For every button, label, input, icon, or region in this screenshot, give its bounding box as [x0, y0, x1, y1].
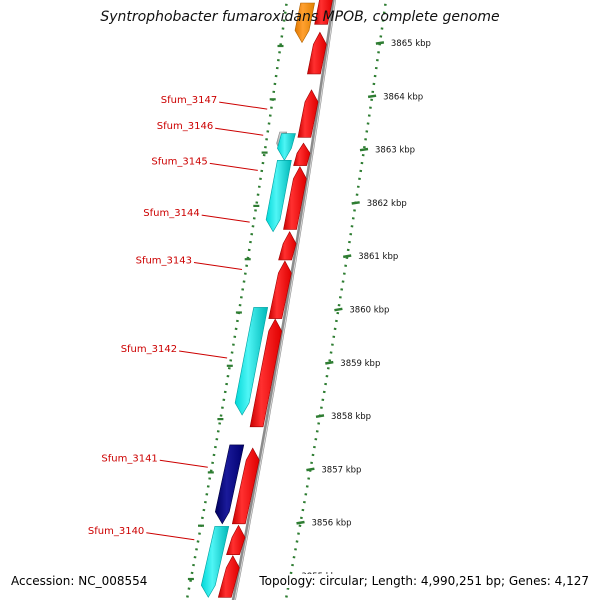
scale-tick-label: 3856 kbp: [312, 519, 352, 529]
reverse-gene-block-4: [265, 160, 292, 233]
scale-tick-label: 3862 kbp: [367, 199, 407, 209]
scale-tick-label: 3865 kbp: [391, 39, 431, 49]
scale-tick-3856: [296, 520, 305, 525]
scale-tick-label: 3863 kbp: [375, 146, 415, 156]
accession-text: Accession: NC_008554: [9, 574, 150, 588]
scale-tick-3860: [334, 307, 343, 312]
forward-gene-arrow-5: [283, 166, 307, 230]
forward-gene-arrow-3: [297, 89, 319, 138]
scale-tick-3861: [342, 254, 352, 259]
reverse-gene-block-3: [277, 133, 296, 161]
gene-label-sfum_3140: Sfum_3140: [88, 526, 144, 537]
reverse-gene-block-5: [234, 307, 269, 416]
forward-gene-arrow-6: [278, 231, 297, 261]
scale-tick-label: 3860 kbp: [349, 306, 389, 316]
scale-tick-label: 3859 kbp: [340, 359, 380, 369]
forward-gene-arrow-9: [231, 447, 260, 525]
forward-gene-arrow-8: [249, 318, 283, 428]
reverse-gene-block-7: [200, 526, 230, 598]
forward-gene-arrow-10: [226, 524, 246, 556]
gene-label-sfum_3147: Sfum_3147: [161, 95, 217, 106]
gene-label-sfum_3141: Sfum_3141: [101, 453, 157, 464]
label-leader-line: [146, 532, 195, 541]
outer-dotted-ring: [284, 0, 388, 600]
scale-tick-3865: [375, 41, 385, 45]
label-leader-line: [201, 214, 250, 223]
scale-tick-label: 3858 kbp: [331, 412, 371, 422]
forward-gene-arrow-7: [268, 260, 292, 319]
forward-gene-arrow-1: [314, 0, 333, 25]
gene-label-sfum_3145: Sfum_3145: [151, 156, 207, 167]
topology-text: Topology: circular; Length: 4,990,251 bp…: [257, 574, 591, 588]
forward-gene-arrow-11: [217, 555, 240, 598]
map-title: Syntrophobacter fumaroxidans MPOB, compl…: [100, 9, 500, 25]
scale-tick-label: 3864 kbp: [383, 92, 423, 102]
label-leader-line: [193, 262, 243, 270]
label-leader-line: [209, 162, 258, 171]
scale-tick-3857: [306, 467, 315, 472]
scale-tick-3862: [351, 201, 360, 205]
scale-tick-3859: [325, 360, 334, 365]
scale-tick-label: 3861 kbp: [358, 252, 398, 262]
label-leader-line: [179, 350, 228, 359]
backbone-highlight: [234, 0, 336, 600]
backbone-line: [231, 0, 337, 600]
label-leader-line: [159, 459, 208, 468]
forward-gene-arrow-4: [293, 142, 311, 166]
scale-tick-3858: [315, 414, 325, 419]
forward-gene-arrow-2: [307, 31, 327, 75]
gene-label-sfum_3146: Sfum_3146: [157, 121, 213, 132]
gene-label-sfum_3143: Sfum_3143: [136, 256, 192, 267]
reverse-gene-block-1: [294, 2, 315, 44]
reverse-gene-block-6: [214, 444, 245, 525]
label-leader-line: [215, 127, 264, 136]
gene-label-sfum_3144: Sfum_3144: [143, 208, 199, 219]
scale-tick-3863: [359, 147, 369, 152]
label-leader-line: [219, 101, 268, 110]
scale-tick-3864: [367, 94, 377, 99]
scale-tick-label: 3857 kbp: [321, 465, 361, 475]
gene-label-sfum_3142: Sfum_3142: [121, 344, 177, 355]
